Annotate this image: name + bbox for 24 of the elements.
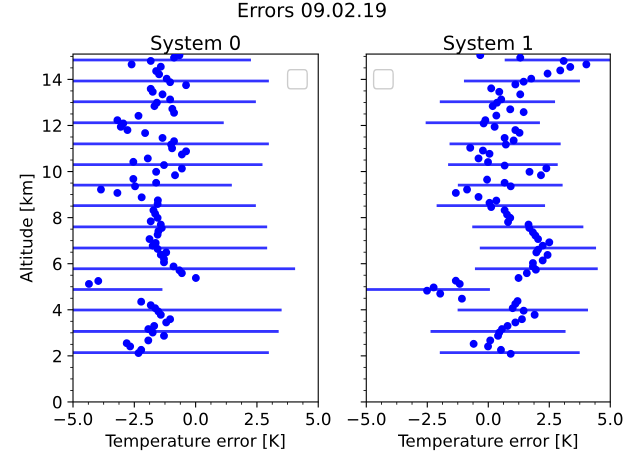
y-tick-label: 2	[53, 350, 61, 362]
x-axis-title: Temperature error [K]	[105, 434, 284, 450]
x-tick-label: −2.5	[408, 412, 446, 426]
chart-title: System 0	[151, 35, 240, 54]
chart-title: System 1	[444, 35, 532, 54]
x-tick-label: −5.0	[54, 412, 92, 426]
y-axis-title: Altitude [km]	[20, 174, 35, 283]
y-tick-label: 14	[43, 74, 62, 86]
x-tick-label: 2.5	[244, 412, 269, 426]
x-tick-label: 2.5	[537, 412, 562, 426]
y-tick-label: 0	[53, 396, 62, 409]
x-axis-title: Temperature error [K]	[398, 434, 578, 450]
y-tick-label: 10	[43, 166, 62, 178]
y-tick-label: 8	[53, 212, 62, 224]
x-tick-label: −2.5	[116, 412, 154, 426]
text: Errors 09.02.19	[238, 2, 386, 18]
x-tick-label: 0.0	[476, 412, 500, 426]
x-tick-label: 5.0	[598, 412, 622, 426]
x-tick-label: −5.0	[348, 412, 386, 426]
x-tick-label: 5.0	[306, 412, 330, 426]
x-tick-label: 0.0	[183, 412, 208, 426]
y-tick-label: 12	[43, 119, 61, 132]
y-tick-label: 6	[53, 258, 62, 270]
y-tick-label: 4	[52, 304, 62, 316]
